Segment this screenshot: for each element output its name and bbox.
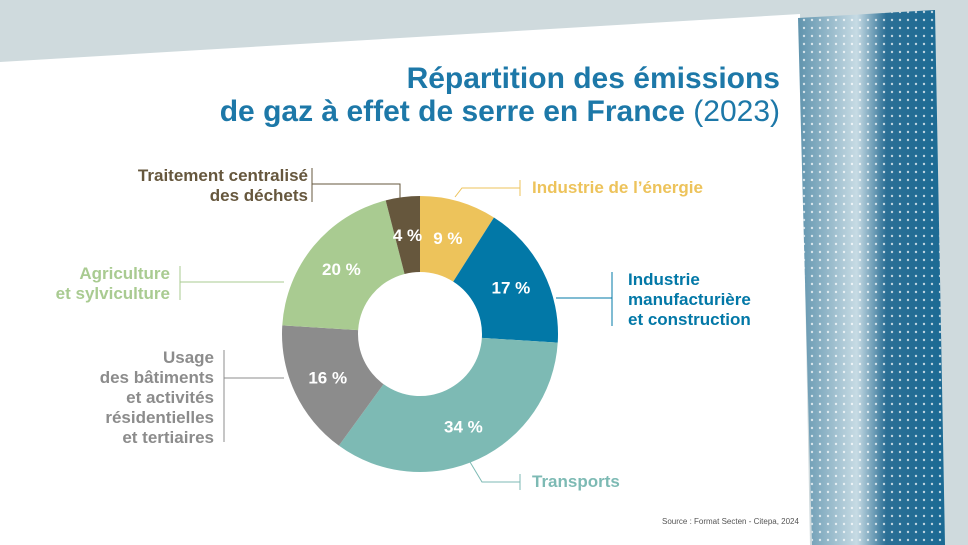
leader-dechets	[312, 183, 401, 198]
label-transports: Transports	[532, 472, 620, 492]
slice-4	[282, 200, 405, 331]
title-year: (2023)	[693, 95, 780, 128]
value-label-0: 9 %	[433, 229, 462, 248]
slice-5	[385, 196, 420, 274]
leader-transports	[469, 461, 520, 483]
label-line: des déchets	[209, 186, 308, 205]
label-dechets: Traitement centralisé des déchets	[138, 166, 308, 206]
value-label-3: 16 %	[308, 368, 347, 387]
label-line: Industrie	[628, 270, 700, 289]
slice-1	[453, 217, 558, 343]
source-note: Source : Format Secten - Citepa, 2024	[662, 517, 799, 526]
label-line: Usage	[162, 348, 214, 367]
label-line: des bâtiments	[99, 368, 214, 387]
slice-0	[420, 196, 494, 282]
label-line: Transports	[532, 472, 620, 491]
label-agri: Agriculture et sylviculture	[56, 264, 170, 304]
label-line: Traitement centralisé	[137, 166, 308, 185]
value-label-2: 34 %	[444, 417, 483, 436]
leader-energie	[454, 187, 520, 198]
chart-title: Répartition des émissions de gaz à effet…	[220, 62, 780, 128]
white-card	[0, 14, 810, 545]
label-line: et activités	[126, 388, 214, 407]
label-line: Industrie de l’énergie	[532, 178, 703, 197]
value-label-5: 4 %	[393, 226, 422, 245]
slice-2	[338, 337, 558, 472]
slice-3	[282, 325, 384, 446]
label-line: et sylviculture	[55, 284, 170, 303]
label-energie: Industrie de l’énergie	[532, 178, 703, 198]
label-line: résidentielles	[105, 408, 214, 427]
title-line2: de gaz à effet de serre en France	[219, 95, 685, 128]
label-line: manufacturière	[628, 290, 751, 309]
value-label-1: 17 %	[492, 279, 531, 298]
label-line: Agriculture	[79, 264, 170, 283]
title-line1: Répartition des émissions	[406, 62, 780, 95]
label-line: et construction	[628, 310, 751, 329]
label-manuf: Industrie manufacturière et construction	[628, 270, 751, 330]
label-line: et tertiaires	[122, 428, 214, 447]
value-label-4: 20 %	[322, 260, 361, 279]
label-batiments: Usage des bâtiments et activités résiden…	[100, 348, 214, 448]
